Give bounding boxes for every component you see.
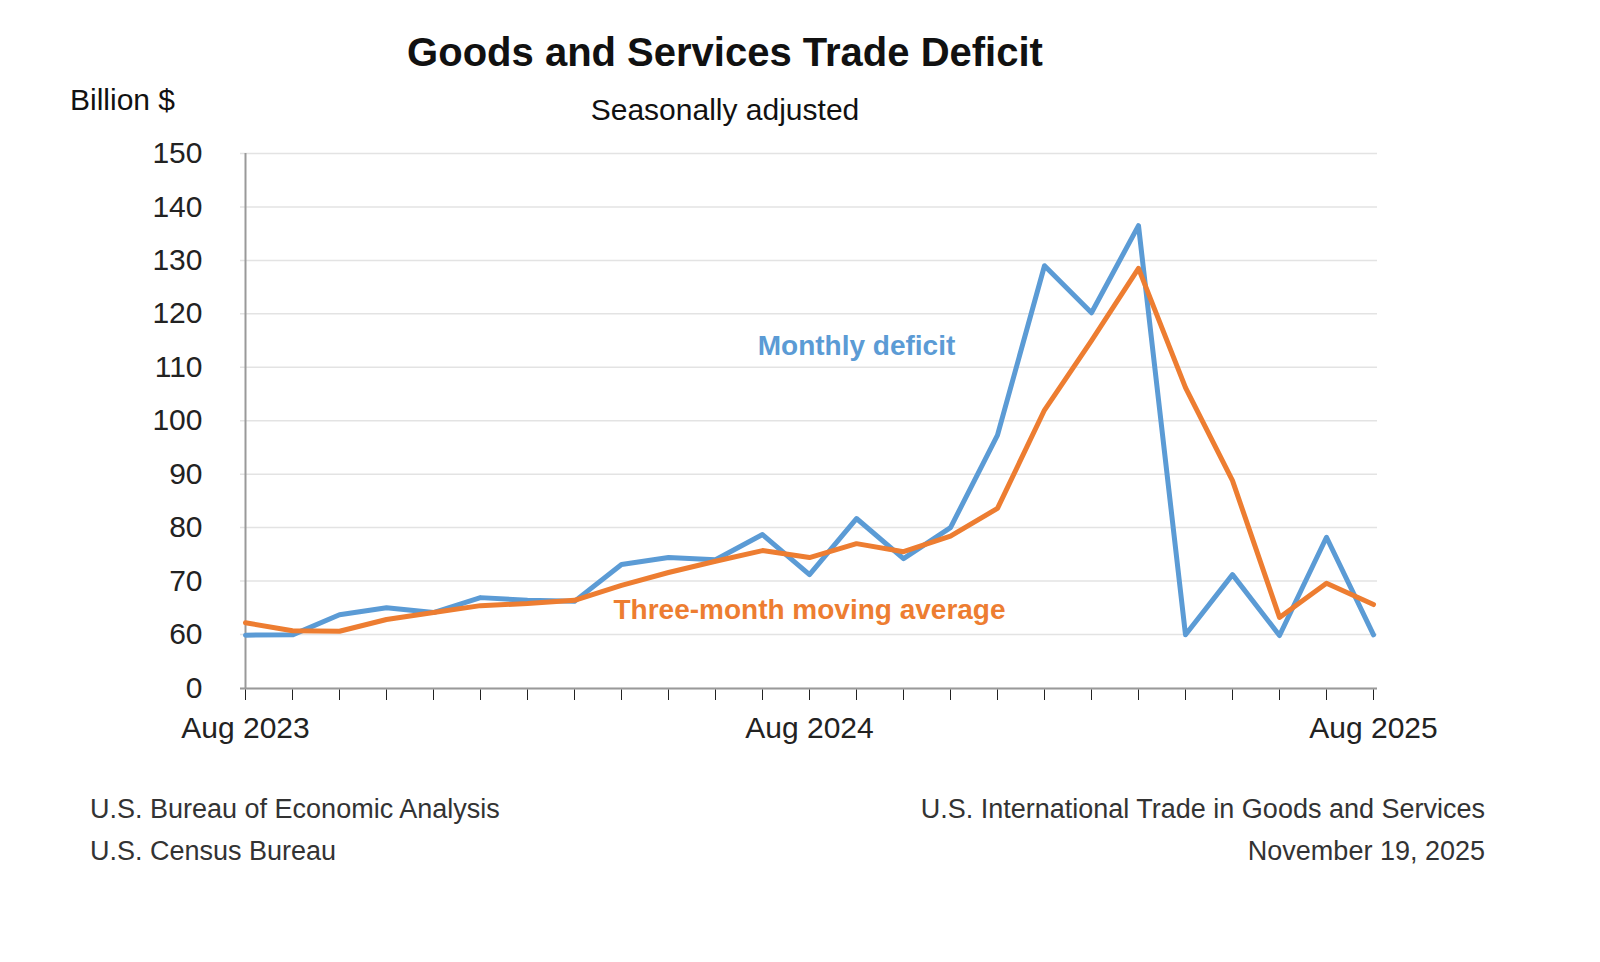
html-text:U.S. Bureau of Economic Analys: U.S. Bureau of Economic Analysis [90,794,500,824]
svg-text:110: 110 [155,350,203,383]
svg-text:0: 0 [186,671,203,704]
html-text:November 19, 2025: November 19, 2025 [1247,836,1485,866]
svg-text:120: 120 [152,296,202,329]
svg-text:140: 140 [152,190,202,223]
svg-text:Aug 2023: Aug 2023 [181,711,309,744]
svg-text:Three-month moving average: Three-month moving average [613,594,1005,625]
svg-text:80: 80 [169,510,202,543]
html-text:U.S. International Trade in Go: U.S. International Trade in Goods and Se… [920,794,1485,824]
svg-text:60: 60 [169,617,202,650]
svg-text:Monthly deficit: Monthly deficit [758,330,956,361]
svg-text:Aug 2024: Aug 2024 [745,711,873,744]
svg-text:70: 70 [169,564,202,597]
svg-text:130: 130 [152,243,202,276]
svg-text:Aug 2025: Aug 2025 [1309,711,1437,744]
svg-text:150: 150 [152,136,202,169]
html-text:Billion $: Billion $ [70,83,176,116]
svg-text:90: 90 [169,457,202,490]
html-text:Goods and Services Trade Defic: Goods and Services Trade Deficit [407,30,1043,74]
svg-text:100: 100 [152,403,202,436]
html-text:U.S. Census Bureau: U.S. Census Bureau [90,836,337,866]
html-text:Seasonally adjusted: Seasonally adjusted [590,93,860,126]
